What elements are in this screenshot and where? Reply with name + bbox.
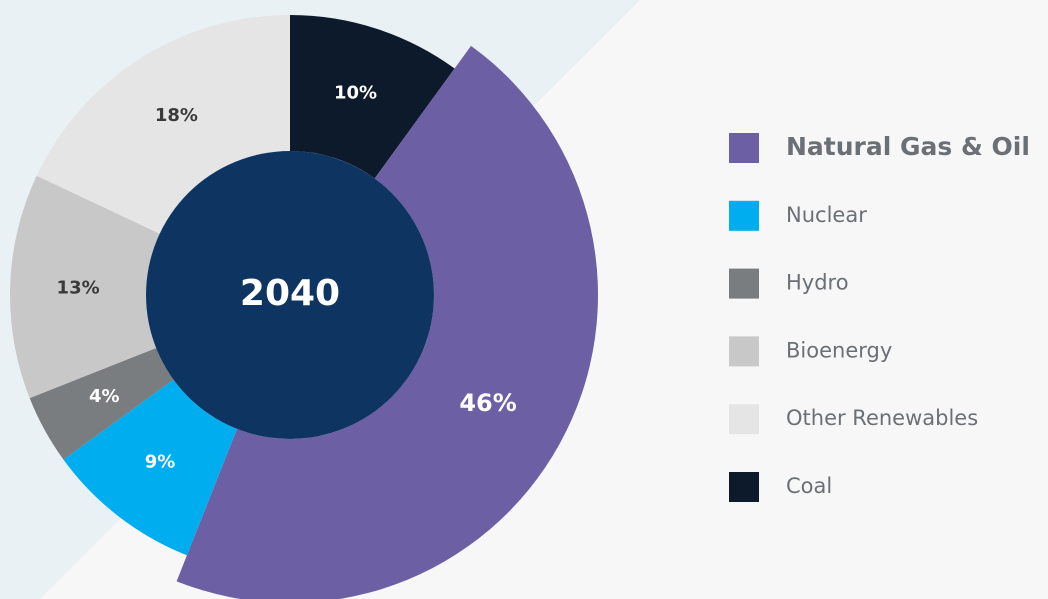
- value-label: 4%: [89, 386, 120, 407]
- legend-label: Hydro: [786, 271, 849, 295]
- legend-label: Other Renewables: [786, 406, 978, 430]
- legend-label: Nuclear: [786, 203, 867, 227]
- value-label: 13%: [57, 277, 100, 298]
- donut-segment: [29, 348, 174, 460]
- donut-segment: [10, 175, 160, 399]
- donut-segment: [63, 379, 237, 556]
- donut-segment: [176, 45, 598, 599]
- donut-segment: [36, 15, 291, 234]
- value-label: 46%: [459, 389, 516, 417]
- center-circle: [146, 151, 434, 439]
- legend-swatch: [729, 133, 759, 163]
- legend-swatch: [729, 200, 759, 231]
- legend-swatch: [729, 472, 759, 502]
- legend-swatch: [729, 404, 759, 435]
- donut-segment: [290, 15, 455, 179]
- value-label: 10%: [334, 82, 377, 103]
- legend-swatch: [729, 268, 759, 299]
- legend-label: Bioenergy: [786, 338, 892, 362]
- legend-label: Natural Gas & Oil: [786, 132, 1030, 161]
- legend-swatch: [729, 336, 759, 367]
- center-label: 2040: [240, 273, 340, 314]
- value-label: 9%: [145, 452, 176, 473]
- legend-label: Coal: [786, 474, 832, 498]
- value-label: 18%: [155, 105, 198, 126]
